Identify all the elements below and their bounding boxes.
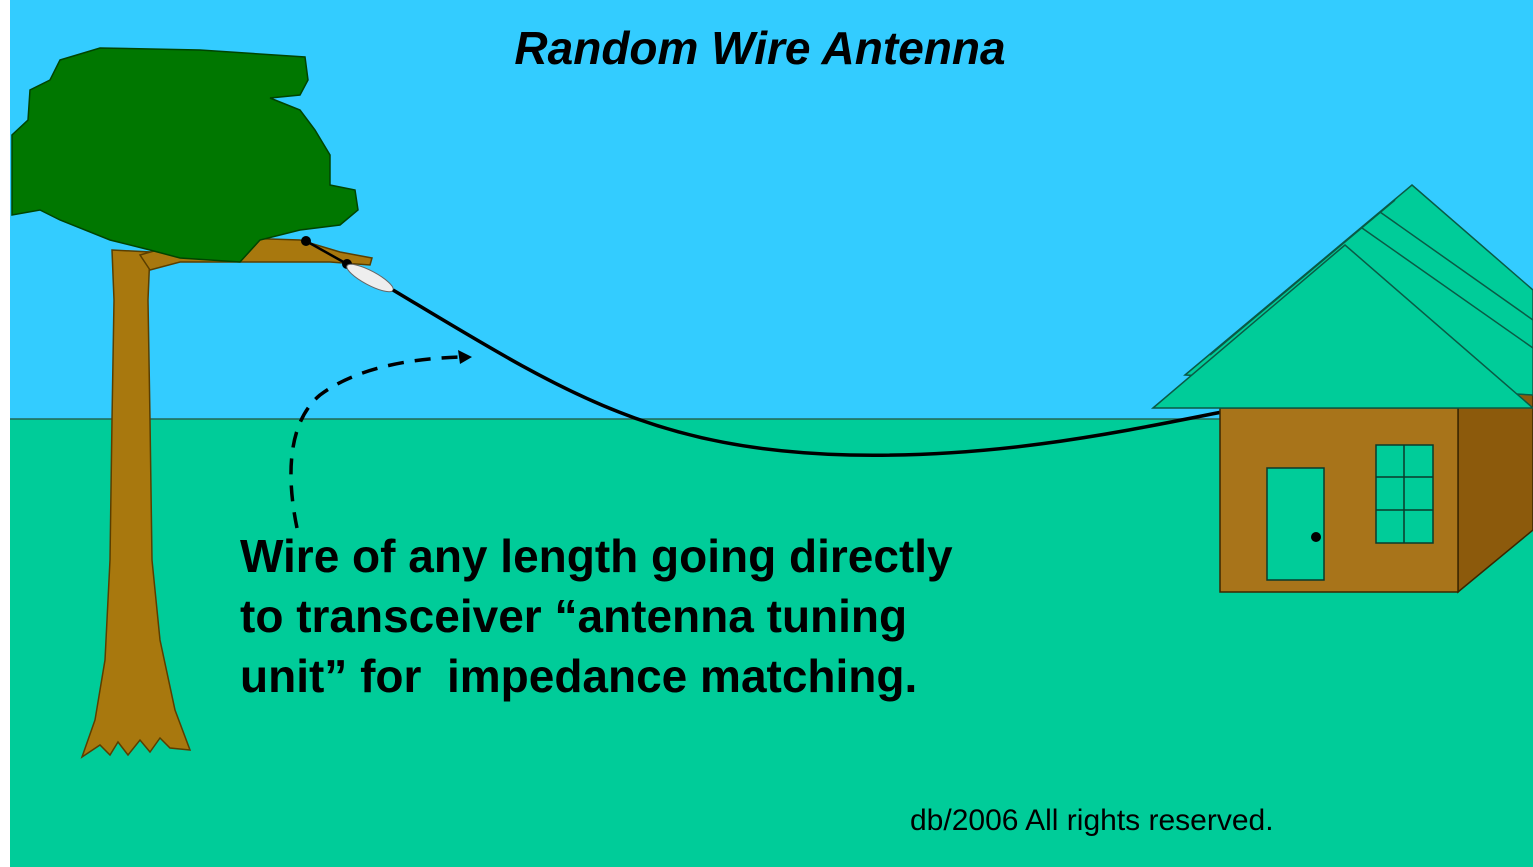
door-knob: [1311, 532, 1321, 542]
caption-line: to transceiver “antenna tuning: [240, 590, 907, 642]
antenna-wire: [392, 288, 1223, 457]
roof-line: [1209, 199, 1396, 356]
door: [1266, 467, 1325, 581]
tie-line: [305, 239, 348, 266]
arrow-head: [458, 350, 472, 364]
caption-line: unit” for impedance matching.: [240, 650, 917, 702]
roof-front: [1150, 244, 1533, 409]
tree-trunk: [80, 249, 192, 759]
house: [1150, 184, 1533, 594]
tie-point: [301, 236, 311, 246]
caption-line: Wire of any length going directly: [240, 530, 953, 582]
roof-line: [1361, 227, 1533, 349]
tree-foliage: [11, 47, 359, 263]
title: Random Wire Antenna: [514, 22, 1005, 74]
copyright: db/2006 All rights reserved.: [910, 804, 1274, 837]
dashed-arrow: [289, 355, 463, 529]
roof-line: [1379, 211, 1533, 321]
